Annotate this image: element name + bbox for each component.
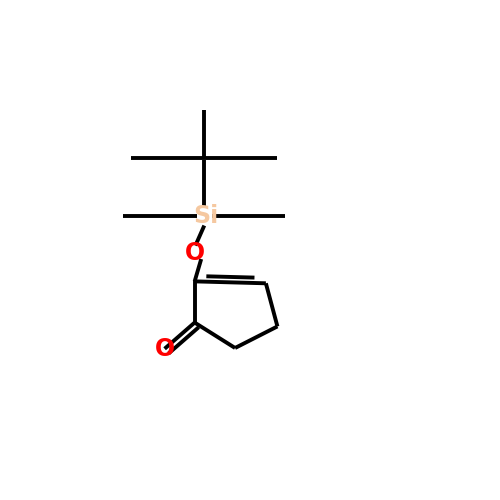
Text: Si: Si [194,204,219,228]
Text: O: O [154,337,174,361]
Text: O: O [186,242,206,266]
